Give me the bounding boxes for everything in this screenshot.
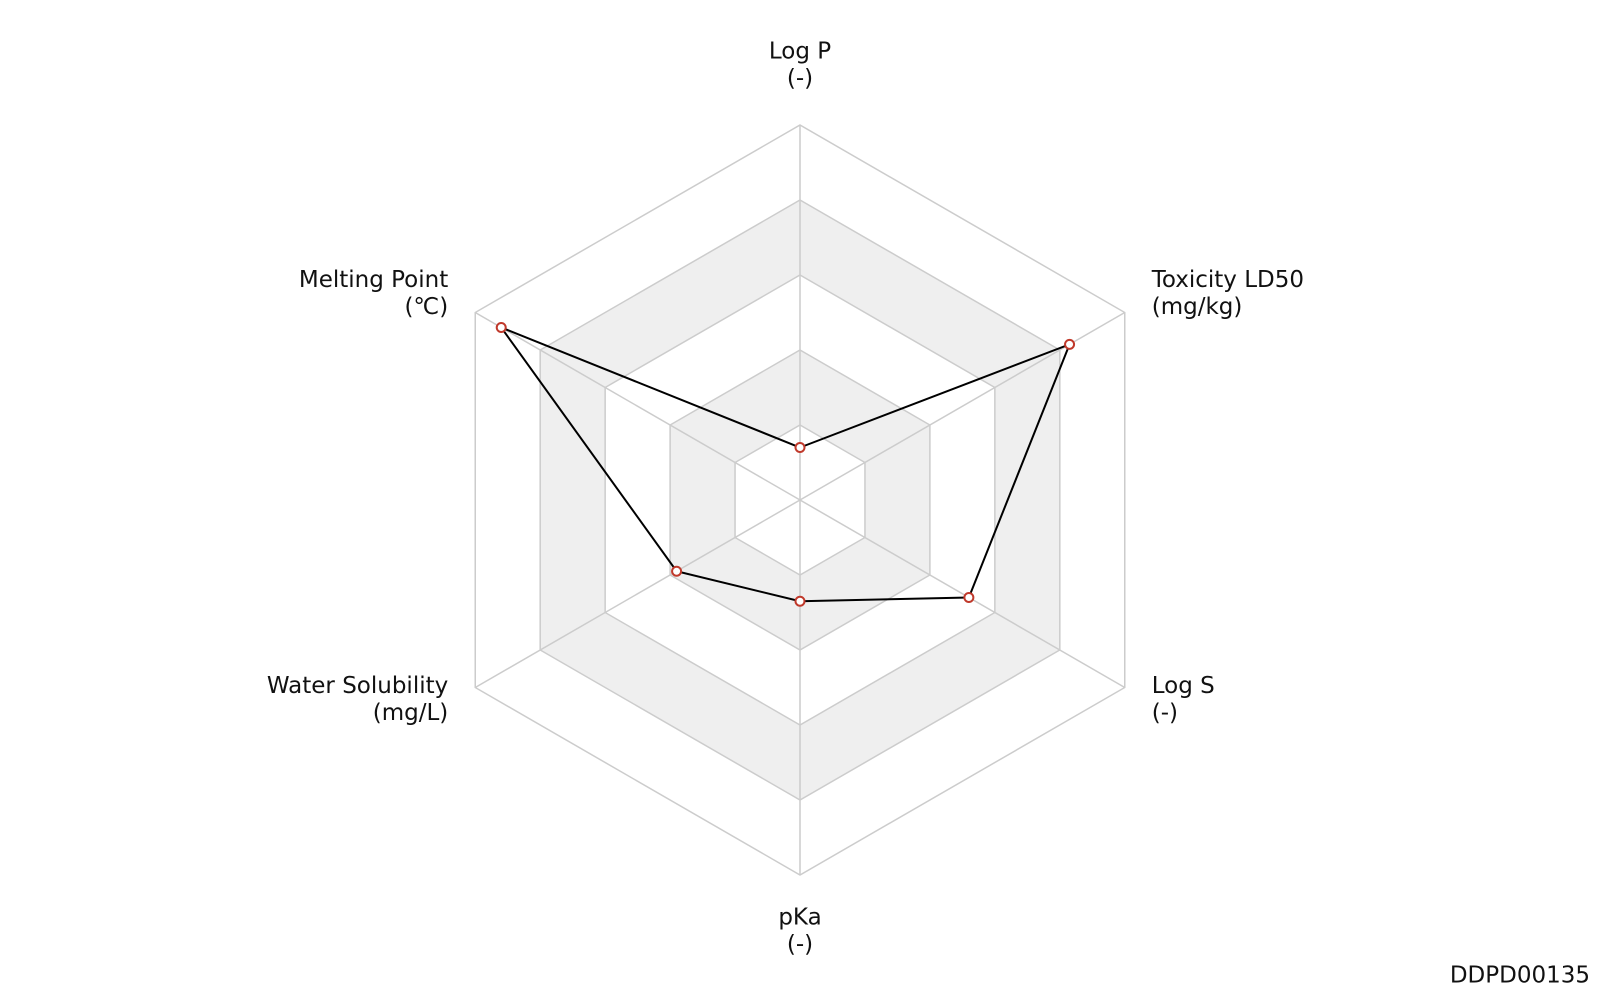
- data-point: [794, 595, 806, 607]
- axis-label: Water Solubility: [267, 673, 448, 699]
- data-point: [671, 565, 683, 577]
- axis-label: Log P: [769, 39, 831, 65]
- grid-band: [670, 350, 930, 650]
- axis-unit: (-): [1152, 700, 1178, 726]
- axis-unit: (mg/kg): [1152, 294, 1243, 320]
- axis-unit: (-): [787, 932, 813, 958]
- axis-spoke: [474, 311, 801, 501]
- axis-unit: (mg/L): [373, 700, 449, 726]
- axis-label: pKa: [778, 905, 821, 931]
- axis-spoke: [474, 499, 801, 689]
- data-point: [495, 322, 507, 333]
- axis-spoke: [799, 499, 1126, 689]
- axis-unit: (℃): [404, 294, 448, 320]
- axis-label: Log S: [1152, 673, 1215, 699]
- chart-id: DDPD00135: [1450, 963, 1590, 989]
- data-point: [794, 442, 806, 453]
- data-point: [1064, 338, 1076, 350]
- data-point: [963, 592, 975, 603]
- axis-label: Melting Point: [299, 267, 448, 293]
- axis-label: Toxicity LD50: [1151, 267, 1304, 293]
- axis-unit: (-): [787, 66, 813, 92]
